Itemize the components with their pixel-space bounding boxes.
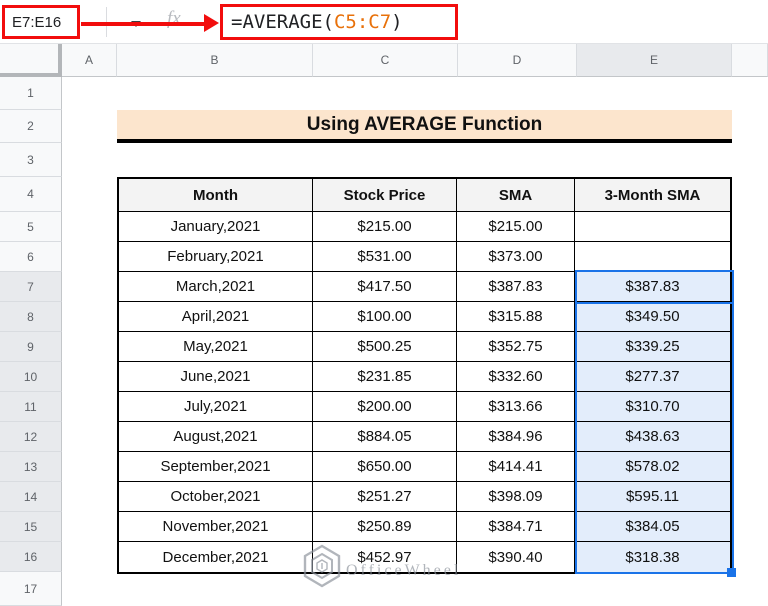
table-cell-month[interactable]: September,2021 [119, 452, 313, 482]
table-header-3month-sma[interactable]: 3-Month SMA [575, 179, 730, 212]
row-header-6[interactable]: 6 [0, 242, 62, 272]
row-header-8[interactable]: 8 [0, 302, 62, 332]
row-header-4[interactable]: 4 [0, 177, 62, 212]
title-cell[interactable]: Using AVERAGE Function [117, 110, 732, 143]
table-cell-sma[interactable]: $352.75 [457, 332, 575, 362]
table-cell-month[interactable]: February,2021 [119, 242, 313, 272]
row-header-9[interactable]: 9 [0, 332, 62, 362]
row-header-7[interactable]: 7 [0, 272, 62, 302]
page-title: Using AVERAGE Function [306, 113, 543, 135]
row-header-2[interactable]: 2 [0, 110, 62, 143]
table-cell-month[interactable]: June,2021 [119, 362, 313, 392]
table-cell-stock_price[interactable]: $531.00 [313, 242, 457, 272]
column-header-partial[interactable] [732, 44, 768, 77]
column-header-A[interactable]: A [62, 44, 117, 77]
table-cell-stock_price[interactable]: $650.00 [313, 452, 457, 482]
row-header-11[interactable]: 11 [0, 392, 62, 422]
row-header-3[interactable]: 3 [0, 143, 62, 177]
row-header-16[interactable]: 16 [0, 542, 62, 572]
table-cell-month[interactable]: December,2021 [119, 542, 313, 572]
column-header-E[interactable]: E [577, 44, 732, 77]
table-cell-sma3[interactable]: $384.05 [575, 512, 730, 542]
table-cell-sma[interactable]: $414.41 [457, 452, 575, 482]
table-cell-month[interactable]: January,2021 [119, 212, 313, 242]
table-cell-sma3[interactable]: $310.70 [575, 392, 730, 422]
row-header-17[interactable]: 17 [0, 572, 62, 606]
table-cell-stock_price[interactable]: $452.97 [313, 542, 457, 572]
row-header-14[interactable]: 14 [0, 482, 62, 512]
column-header-B[interactable]: B [117, 44, 313, 77]
row-header-5[interactable]: 5 [0, 212, 62, 242]
row-header-1[interactable]: 1 [0, 77, 62, 110]
row-header-column: 1 2 3 4 5 6 7 8 9 10 11 12 13 14 15 16 17 [0, 77, 62, 606]
table-cell-month[interactable]: August,2021 [119, 422, 313, 452]
name-box[interactable]: E7:E16 [2, 5, 80, 39]
table-cell-month[interactable]: November,2021 [119, 512, 313, 542]
table-cell-sma3[interactable]: $595.11 [575, 482, 730, 512]
row-header-15[interactable]: 15 [0, 512, 62, 542]
row-header-13[interactable]: 13 [0, 452, 62, 482]
table-cell-sma[interactable]: $384.96 [457, 422, 575, 452]
table-cell-sma[interactable]: $373.00 [457, 242, 575, 272]
table-cell-sma3[interactable] [575, 242, 730, 272]
row-header-12[interactable]: 12 [0, 422, 62, 452]
table-cell-month[interactable]: July,2021 [119, 392, 313, 422]
table-cell-sma[interactable]: $390.40 [457, 542, 575, 572]
table-cell-stock_price[interactable]: $250.89 [313, 512, 457, 542]
table-cell-month[interactable]: May,2021 [119, 332, 313, 362]
data-table: Month Stock Price SMA 3-Month SMA Januar… [117, 177, 732, 574]
formula-range-ref: C5:C7 [333, 11, 392, 33]
table-header-month[interactable]: Month [119, 179, 313, 212]
formula-input[interactable]: =AVERAGE(C5:C7) [220, 4, 458, 40]
table-cell-stock_price[interactable]: $215.00 [313, 212, 457, 242]
table-cell-sma3[interactable]: $349.50 [575, 302, 730, 332]
annotation-arrow [81, 22, 204, 26]
annotation-arrowhead-icon [204, 14, 219, 32]
table-cell-stock_price[interactable]: $884.05 [313, 422, 457, 452]
table-cell-sma[interactable]: $315.88 [457, 302, 575, 332]
fx-icon: fx [167, 8, 181, 29]
formula-prefix: =AVERAGE( [231, 11, 334, 33]
table-cell-sma[interactable]: $215.00 [457, 212, 575, 242]
fill-handle[interactable] [727, 568, 736, 577]
table-cell-stock_price[interactable]: $251.27 [313, 482, 457, 512]
table-cell-sma3[interactable]: $318.38 [575, 542, 730, 572]
table-cell-sma3[interactable]: $339.25 [575, 332, 730, 362]
table-cell-month[interactable]: October,2021 [119, 482, 313, 512]
table-cell-sma3[interactable]: $277.37 [575, 362, 730, 392]
table-cell-month[interactable]: April,2021 [119, 302, 313, 332]
column-header-D[interactable]: D [458, 44, 577, 77]
table-cell-stock_price[interactable]: $200.00 [313, 392, 457, 422]
formula-bar: E7:E16 fx =AVERAGE(C5:C7) [0, 0, 768, 44]
table-cell-sma[interactable]: $384.71 [457, 512, 575, 542]
table-cell-stock_price[interactable]: $231.85 [313, 362, 457, 392]
table-header-stock-price[interactable]: Stock Price [313, 179, 457, 212]
table-cell-sma[interactable]: $313.66 [457, 392, 575, 422]
table-cell-stock_price[interactable]: $417.50 [313, 272, 457, 302]
table-cell-sma3[interactable]: $438.63 [575, 422, 730, 452]
table-cell-sma[interactable]: $398.09 [457, 482, 575, 512]
table-cell-stock_price[interactable]: $100.00 [313, 302, 457, 332]
formula-suffix: ) [391, 11, 403, 33]
table-cell-sma3[interactable] [575, 212, 730, 242]
column-header-C[interactable]: C [313, 44, 458, 77]
table-cell-sma[interactable]: $332.60 [457, 362, 575, 392]
table-header-sma[interactable]: SMA [457, 179, 575, 212]
table-cell-stock_price[interactable]: $500.25 [313, 332, 457, 362]
table-cell-sma[interactable]: $387.83 [457, 272, 575, 302]
table-cell-month[interactable]: March,2021 [119, 272, 313, 302]
row-header-10[interactable]: 10 [0, 362, 62, 392]
name-box-value: E7:E16 [12, 13, 62, 31]
table-cell-sma3[interactable]: $387.83 [575, 272, 730, 302]
table-cell-sma3[interactable]: $578.02 [575, 452, 730, 482]
select-all-corner[interactable] [0, 44, 62, 77]
